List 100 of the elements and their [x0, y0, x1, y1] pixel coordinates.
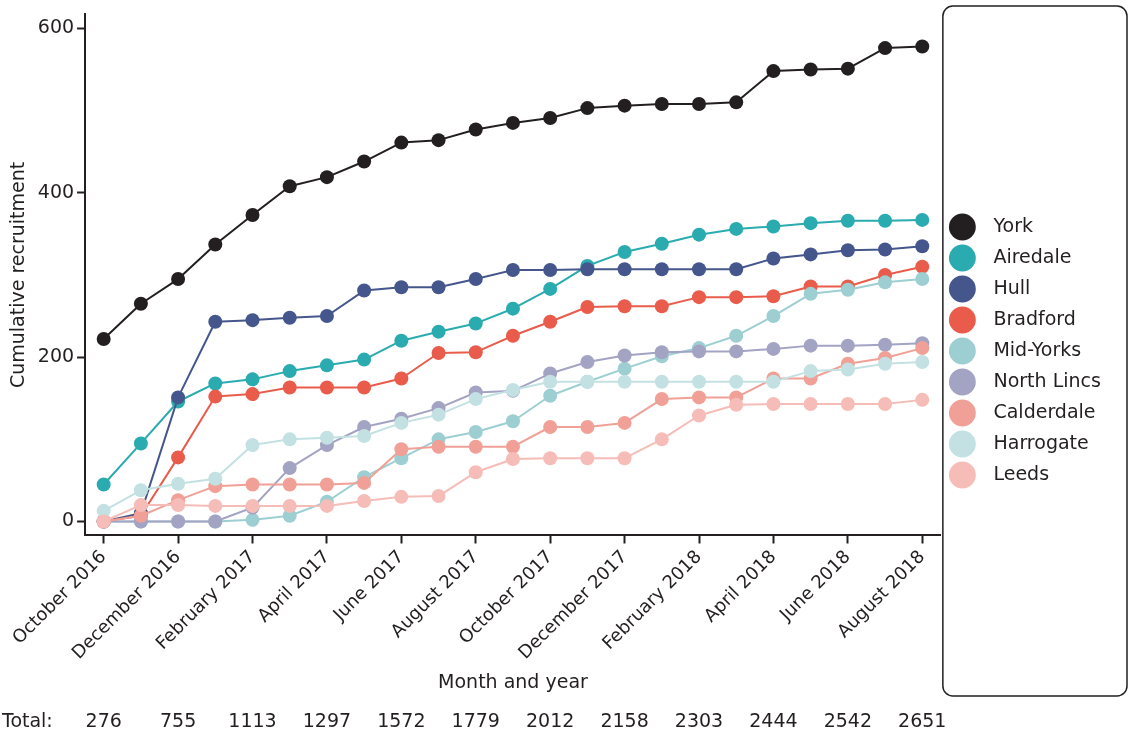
- point: [617, 244, 632, 259]
- point: [431, 489, 446, 504]
- point: [543, 388, 558, 403]
- point: [878, 337, 893, 352]
- text: Total:: [1, 708, 53, 731]
- point: [208, 471, 223, 486]
- point: [468, 316, 483, 331]
- point: [766, 341, 781, 356]
- legend-label: Airedale: [981, 244, 1090, 267]
- point: [617, 361, 632, 376]
- point: [394, 280, 409, 295]
- point: [840, 362, 855, 377]
- point: [245, 372, 260, 387]
- point: [357, 154, 372, 169]
- point: [357, 352, 372, 367]
- point: [431, 407, 446, 422]
- legend-label: North Lincs: [981, 368, 1120, 391]
- point: [468, 122, 483, 137]
- text: 2651: [898, 708, 947, 731]
- point: [319, 498, 334, 513]
- point: [729, 374, 744, 389]
- legend-label: Calderdale: [981, 399, 1114, 422]
- point: [915, 259, 930, 274]
- point: [96, 332, 111, 347]
- point: [766, 309, 781, 324]
- point: [505, 439, 520, 454]
- point: [96, 477, 111, 492]
- point: [245, 387, 260, 402]
- point: [915, 355, 930, 370]
- point: [319, 309, 334, 324]
- point: [840, 243, 855, 258]
- point: [654, 262, 669, 277]
- point: [617, 299, 632, 314]
- point: [878, 396, 893, 411]
- text: 1779: [451, 708, 500, 731]
- point: [654, 392, 669, 407]
- point: [505, 263, 520, 278]
- point: [617, 374, 632, 389]
- point: [580, 300, 595, 314]
- point: [766, 251, 781, 266]
- y-axis-title: Cumulative recruitment: [6, 161, 29, 389]
- point: [580, 101, 595, 116]
- point: [915, 239, 930, 254]
- point: [915, 39, 930, 54]
- point: [245, 438, 260, 453]
- point: [878, 213, 893, 228]
- y-tick-label: 0: [61, 508, 75, 531]
- point: [729, 262, 744, 277]
- point: [617, 98, 632, 113]
- point: [729, 397, 744, 412]
- point: [468, 272, 483, 287]
- point: [468, 392, 483, 407]
- point: [245, 512, 260, 527]
- point: [171, 390, 186, 405]
- point: [803, 338, 818, 353]
- point: [394, 371, 409, 386]
- point: [357, 475, 372, 490]
- point: [505, 414, 520, 429]
- point: [357, 429, 372, 444]
- point: [208, 498, 223, 513]
- point: [319, 358, 334, 373]
- point: [729, 95, 744, 110]
- point: [171, 450, 186, 465]
- point: [543, 281, 558, 296]
- point: [505, 115, 520, 130]
- y-tick-label: 200: [37, 344, 75, 367]
- point: [803, 286, 818, 301]
- text: 1297: [302, 708, 352, 731]
- point: [840, 213, 855, 228]
- point: [245, 477, 260, 492]
- point: [803, 364, 818, 379]
- point: [394, 135, 409, 150]
- point: [468, 345, 483, 360]
- point: [915, 341, 930, 356]
- point: [543, 110, 558, 125]
- point: [654, 236, 669, 251]
- point: [282, 461, 297, 476]
- point: [692, 374, 707, 389]
- point: [394, 333, 409, 348]
- point: [431, 439, 446, 454]
- point: [505, 301, 520, 316]
- text: 2303: [674, 708, 724, 731]
- point: [208, 237, 223, 252]
- point: [840, 61, 855, 76]
- point: [282, 432, 297, 447]
- point: [171, 272, 186, 287]
- point: [133, 483, 148, 498]
- text: 276: [85, 708, 122, 731]
- point: [803, 247, 818, 262]
- text: 2444: [749, 708, 798, 731]
- point: [878, 242, 893, 257]
- point: [840, 396, 855, 411]
- point: [729, 328, 744, 343]
- legend-label: Leeds: [981, 461, 1068, 484]
- point: [357, 283, 372, 298]
- point: [654, 96, 669, 111]
- point: [580, 355, 595, 370]
- point: [133, 436, 148, 451]
- text: 2542: [823, 708, 873, 731]
- point: [543, 374, 558, 389]
